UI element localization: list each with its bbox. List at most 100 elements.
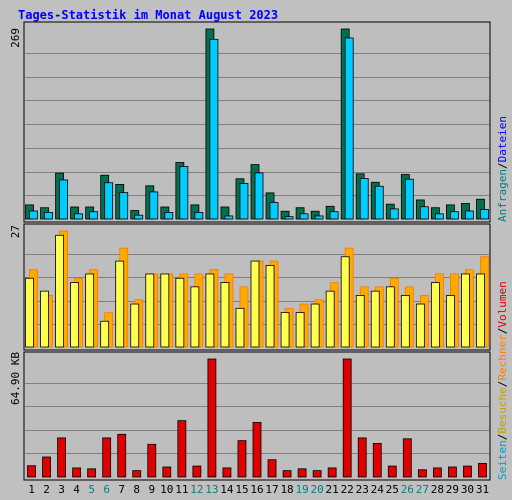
bar-besuche-day-23 (355, 295, 365, 348)
bar-volumen-day-8 (132, 470, 142, 478)
legend-item-anfragen: Anfragen (496, 169, 509, 222)
bar-volumen-day-29 (448, 466, 457, 478)
bar-besuche-day-22 (340, 256, 350, 348)
bar-besuche-day-18 (280, 312, 290, 348)
bar-dateien-day-27 (419, 206, 429, 220)
day-label-14: 14 (220, 483, 234, 496)
day-label-19: 19 (295, 483, 308, 496)
bar-besuche-day-14 (220, 282, 230, 348)
bar-volumen-day-5 (87, 468, 97, 478)
legend-item-besuche: Besuche (496, 387, 509, 433)
legend-separator: / (496, 328, 509, 335)
bar-dateien-day-1 (29, 210, 38, 220)
legend-item-volumen: Volumen (496, 281, 509, 327)
legend-separator: / (496, 381, 509, 388)
day-label-2: 2 (43, 483, 50, 496)
bar-besuche-day-12 (190, 286, 200, 348)
bar-dateien-day-25 (389, 208, 399, 220)
day-label-16: 16 (250, 483, 263, 496)
bar-dateien-day-13 (209, 38, 219, 220)
bar-dateien-day-8 (134, 214, 144, 220)
bar-volumen-day-11 (177, 420, 187, 478)
bar-dateien-day-16 (254, 172, 264, 220)
bar-dateien-day-6 (104, 182, 114, 220)
bar-volumen-day-16 (252, 422, 262, 478)
bar-besuche-day-19 (295, 312, 305, 348)
day-label-18: 18 (280, 483, 293, 496)
day-label-27: 27 (416, 483, 429, 496)
bar-dateien-day-28 (434, 213, 444, 220)
bar-besuche-day-5 (85, 273, 95, 348)
bar-volumen-day-22 (342, 358, 352, 478)
day-label-29: 29 (446, 483, 459, 496)
bar-volumen-day-26 (402, 438, 412, 478)
bar-volumen-day-23 (357, 437, 367, 478)
bar-volumen-day-18 (282, 470, 292, 478)
legend-separator: / (496, 162, 509, 169)
traffic-panel (23, 351, 491, 481)
day-label-11: 11 (175, 483, 188, 496)
bar-dateien-day-18 (284, 216, 294, 220)
bar-volumen-day-30 (463, 465, 472, 478)
day-label-1: 1 (28, 483, 35, 496)
bar-dateien-day-19 (299, 213, 309, 220)
bar-dateien-day-14 (224, 215, 234, 220)
day-label-6: 6 (103, 483, 110, 496)
bar-besuche-day-7 (115, 260, 125, 348)
day-label-23: 23 (356, 483, 369, 496)
y-max-label-traffic: 64.90 KB (9, 352, 22, 405)
bar-volumen-day-14 (222, 467, 232, 478)
day-label-21: 21 (326, 483, 339, 496)
day-label-28: 28 (431, 483, 444, 496)
day-label-12: 12 (190, 483, 203, 496)
bar-volumen-day-13 (207, 358, 217, 478)
bar-volumen-day-3 (57, 437, 66, 478)
y-max-label-visits: 27 (9, 225, 22, 238)
day-label-30: 30 (461, 483, 474, 496)
bar-volumen-day-31 (478, 462, 487, 478)
bar-volumen-day-7 (117, 433, 127, 478)
bar-dateien-day-26 (404, 178, 414, 220)
bar-besuche-day-24 (370, 290, 380, 348)
day-label-8: 8 (133, 483, 140, 496)
legend-group: Seiten/Besuche/Rechner/Volumen (496, 281, 509, 480)
bar-volumen-day-20 (312, 470, 322, 478)
bar-besuche-day-16 (250, 260, 260, 348)
bar-volumen-day-10 (162, 466, 172, 478)
chart-panels (23, 21, 491, 481)
day-label-3: 3 (58, 483, 65, 496)
bar-besuche-day-8 (130, 303, 140, 348)
bar-dateien-day-15 (239, 183, 249, 220)
bar-dateien-day-2 (44, 212, 53, 220)
bar-dateien-day-3 (59, 179, 68, 220)
bar-besuche-day-9 (145, 273, 155, 348)
bar-volumen-day-24 (372, 442, 382, 478)
day-label-13: 13 (205, 483, 218, 496)
day-label-20: 20 (311, 483, 324, 496)
day-label-5: 5 (88, 483, 95, 496)
bar-besuche-day-26 (400, 295, 410, 348)
chart-title: Tages-Statistik im Monat August 2023 (18, 8, 278, 22)
x-axis-day-labels: 1 2 3 4 5 6 7 8 9 10 11 12 13 14 15 16 17 18 19 20 21 22 23 24 2… (28, 483, 489, 496)
bar-besuche-day-13 (205, 273, 215, 348)
bar-dateien-day-31 (480, 209, 489, 220)
bar-besuche-day-25 (385, 286, 395, 348)
bar-volumen-day-9 (147, 443, 157, 478)
day-label-7: 7 (118, 483, 125, 496)
bar-dateien-day-11 (179, 166, 189, 220)
legend-group: Anfragen/Dateien (496, 116, 509, 222)
bar-besuche-day-20 (310, 303, 320, 348)
bar-dateien-day-7 (119, 192, 129, 220)
day-label-31: 31 (476, 483, 489, 496)
day-label-26: 26 (401, 483, 414, 496)
bar-volumen-day-21 (327, 467, 337, 478)
bar-volumen-day-25 (387, 465, 397, 478)
bar-besuche-day-6 (100, 320, 110, 348)
bar-dateien-day-29 (450, 211, 459, 220)
day-label-9: 9 (148, 483, 155, 496)
day-label-4: 4 (73, 483, 80, 496)
bar-dateien-day-22 (344, 37, 354, 220)
bar-volumen-day-4 (72, 467, 82, 478)
bar-volumen-day-19 (297, 468, 307, 478)
day-label-10: 10 (160, 483, 173, 496)
